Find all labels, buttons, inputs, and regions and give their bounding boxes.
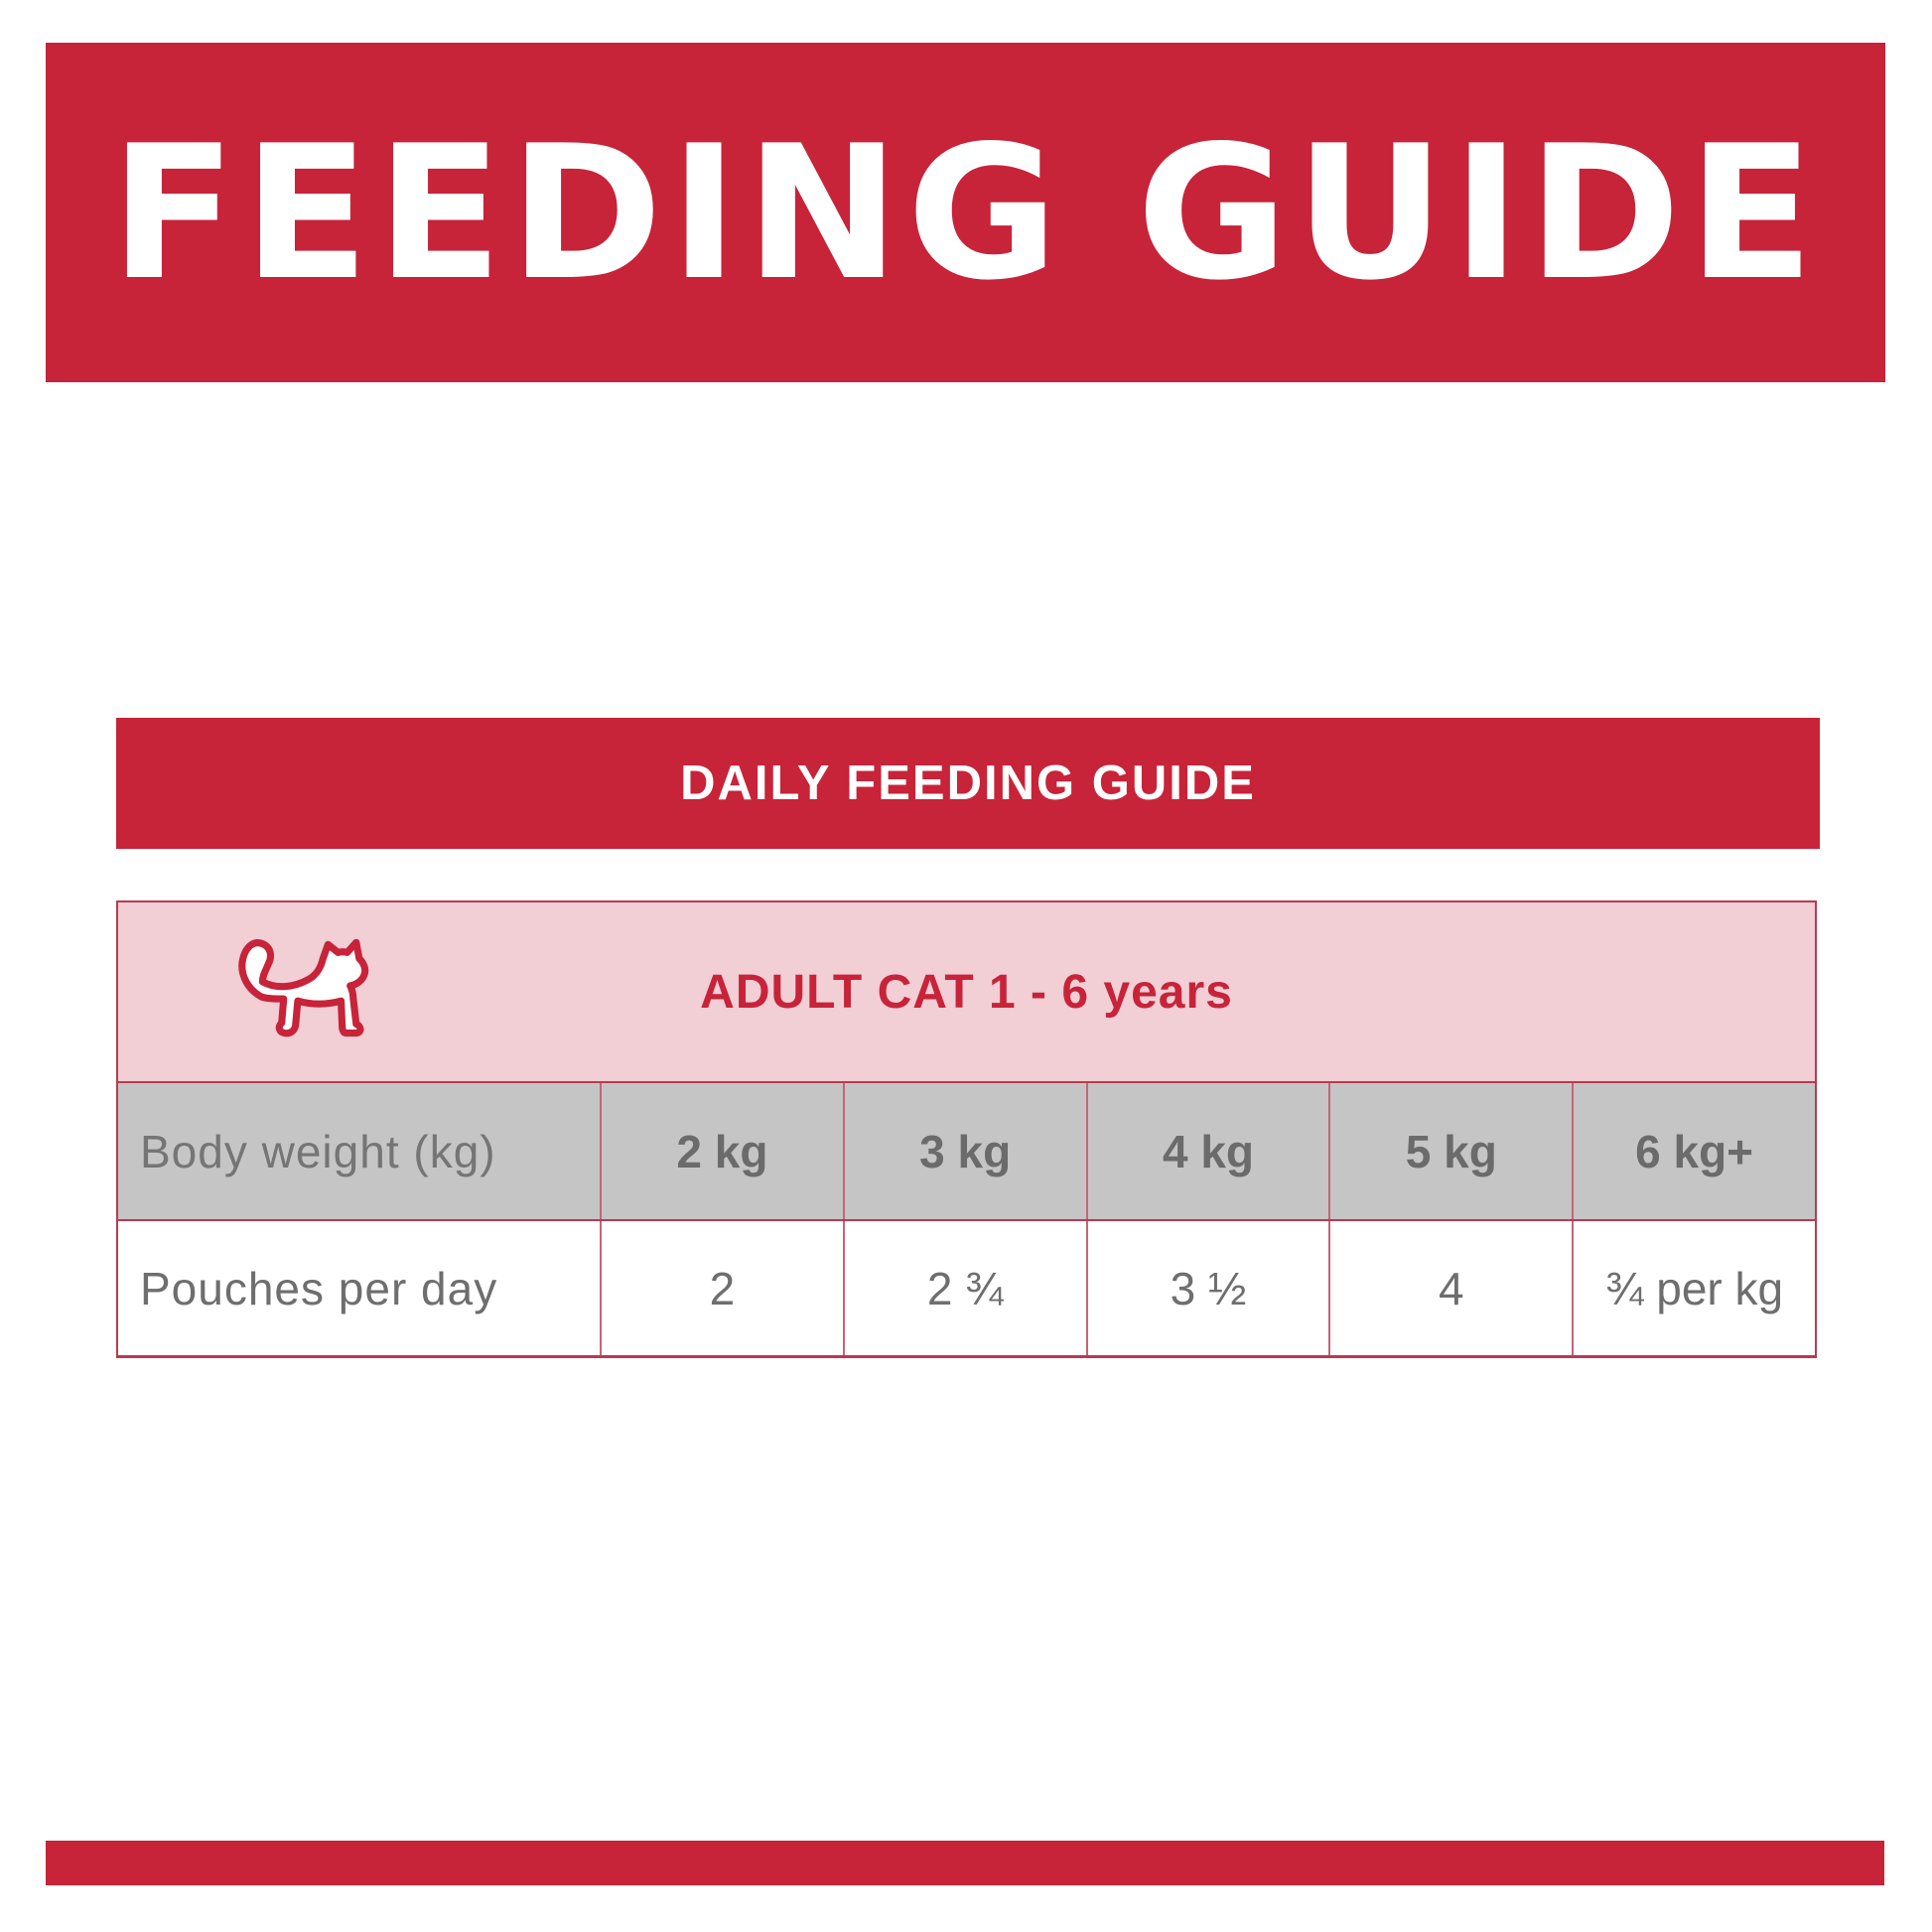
daily-feeding-guide-bar: DAILY FEEDING GUIDE	[116, 718, 1820, 849]
cat-icon	[235, 936, 370, 1047]
table-header-row: Body weight (kg) 2 kg 3 kg 4 kg 5 kg 6 k…	[118, 1083, 1815, 1221]
pouches-4kg-value: 3 ½	[1085, 1221, 1329, 1355]
page-title: FEEDING GUIDE	[109, 104, 1822, 321]
section-title: DAILY FEEDING GUIDE	[680, 757, 1256, 810]
age-group-label: ADULT CAT 1 - 6 years	[700, 965, 1233, 1019]
feeding-table: ADULT CAT 1 - 6 years Body weight (kg) 2…	[116, 900, 1817, 1358]
pouches-6kg-plus-value: ¾ per kg	[1572, 1221, 1815, 1355]
pouches-2kg-value: 2	[600, 1221, 843, 1355]
feeding-guide-banner: FEEDING GUIDE	[46, 43, 1885, 382]
pouches-per-day-label: Pouches per day	[140, 1262, 498, 1314]
header-weight-2kg: 2 kg	[600, 1083, 843, 1219]
bottom-accent-bar	[46, 1841, 1884, 1885]
header-body-weight-label: Body weight (kg)	[140, 1125, 496, 1177]
table-data-row: Pouches per day 2 2 ¾ 3 ½ 4 ¾ per kg	[118, 1221, 1815, 1355]
pouches-3kg-value: 2 ¾	[842, 1221, 1086, 1355]
age-group-band: ADULT CAT 1 - 6 years	[118, 902, 1815, 1083]
header-weight-4kg: 4 kg	[1085, 1083, 1329, 1219]
header-weight-6kg-plus: 6 kg+	[1572, 1083, 1815, 1219]
pouches-5kg-value: 4	[1328, 1221, 1572, 1355]
header-weight-3kg: 3 kg	[842, 1083, 1086, 1219]
header-weight-5kg: 5 kg	[1328, 1083, 1572, 1219]
